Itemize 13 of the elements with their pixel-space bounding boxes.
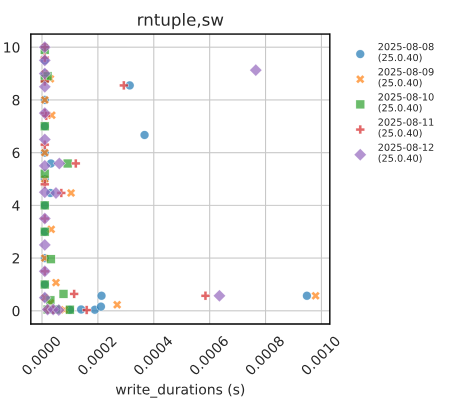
y-tick-label: 10 <box>4 42 20 53</box>
x-axis-title: write_durations (s) <box>116 384 244 398</box>
y-tick-label: 4 <box>12 200 20 211</box>
y-tick-label: 8 <box>12 94 20 106</box>
chart-title: rntuple,sw <box>138 13 224 30</box>
y-tick-label: 2 <box>12 253 20 264</box>
legend-label: 2025-08-08 (25.0.40) <box>378 42 434 62</box>
y-tick-label: 0 <box>12 306 20 316</box>
legend-label: 2025-08-11 (25.0.40) <box>378 118 434 138</box>
legend-label: 2025-08-10 (25.0.40) <box>378 93 434 113</box>
legend-label: 2025-08-09 (25.0.40) <box>378 68 434 88</box>
y-tick-label: 6 <box>12 148 20 158</box>
legend-label: 2025-08-12 (25.0.40) <box>378 144 434 163</box>
